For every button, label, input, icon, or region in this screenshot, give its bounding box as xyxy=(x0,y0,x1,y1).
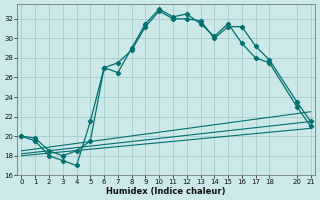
X-axis label: Humidex (Indice chaleur): Humidex (Indice chaleur) xyxy=(106,187,226,196)
